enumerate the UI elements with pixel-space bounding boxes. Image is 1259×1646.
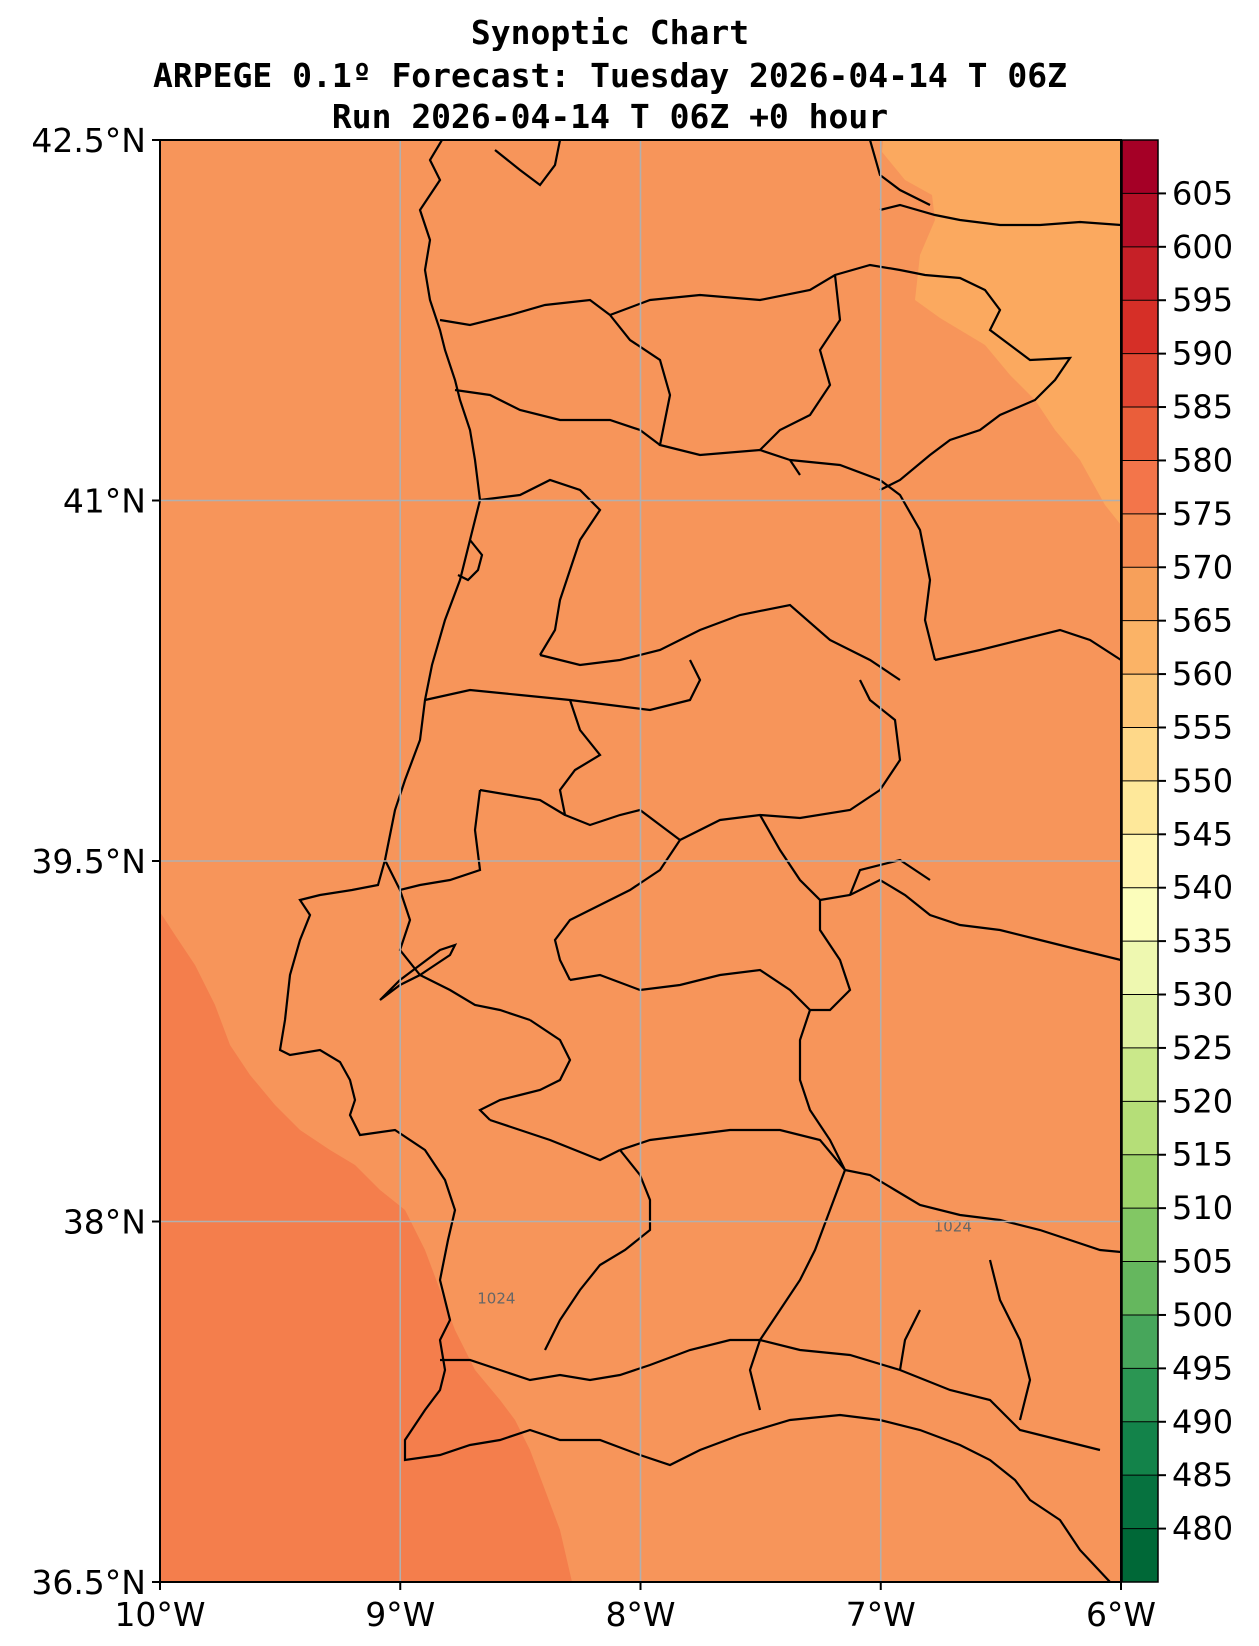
contour-label: 1024 — [477, 1290, 515, 1308]
colorbar-band — [1122, 1261, 1158, 1316]
colorbar-tick-label: 550 — [1172, 762, 1233, 800]
colorbar-band — [1122, 780, 1158, 835]
colorbar-tick-label: 510 — [1172, 1189, 1233, 1227]
lon-tick-label: 8°W — [605, 1595, 675, 1634]
colorbar-band — [1122, 834, 1158, 889]
colorbar-tick-label: 530 — [1172, 976, 1233, 1014]
colorbar-tick-label: 590 — [1172, 335, 1233, 373]
colorbar-tick-label: 585 — [1172, 388, 1233, 426]
lon-tick-label: 7°W — [846, 1595, 916, 1634]
colorbar-band — [1122, 727, 1158, 782]
colorbar-band — [1122, 941, 1158, 996]
colorbar-band — [1122, 246, 1158, 301]
colorbar-band — [1122, 460, 1158, 515]
colorbar-tick-label: 480 — [1172, 1510, 1233, 1548]
colorbar-band — [1122, 1368, 1158, 1423]
colorbar-tick-label: 580 — [1172, 441, 1233, 479]
colorbar-band — [1122, 674, 1158, 728]
colorbar-band — [1122, 1528, 1158, 1583]
colorbar-band — [1122, 300, 1158, 355]
colorbar-tick-label: 515 — [1172, 1136, 1233, 1174]
colorbar-band — [1122, 513, 1158, 568]
colorbar-tick-label: 560 — [1172, 655, 1233, 693]
lat-tick-label: 36.5°N — [31, 1563, 146, 1602]
colorbar-tick-label: 500 — [1172, 1296, 1233, 1334]
field-ne-lobe — [882, 140, 1121, 525]
colorbar-band — [1122, 1101, 1158, 1156]
colorbar-tick-label: 525 — [1172, 1029, 1233, 1067]
colorbar-tick-label: 575 — [1172, 495, 1233, 533]
colorbar-tick-label: 485 — [1172, 1456, 1233, 1494]
map-area: 1024 1024 — [159, 139, 1122, 1583]
field-sw-lobe — [160, 912, 572, 1582]
colorbar-band — [1122, 1475, 1158, 1530]
lat-tick-label: 39.5°N — [31, 842, 146, 881]
colorbar-band — [1122, 887, 1158, 942]
colorbar-tick-label: 495 — [1172, 1349, 1233, 1387]
chart-title-line2: ARPEGE 0.1º Forecast: Tuesday 2026-04-14… — [153, 56, 1067, 95]
latitude-axis: 42.5°N 41°N 39.5°N 38°N 36.5°N — [31, 121, 160, 1602]
colorbar-band — [1122, 1154, 1158, 1209]
colorbar-tick-label: 540 — [1172, 869, 1233, 907]
colorbar-tick-label: 535 — [1172, 922, 1233, 960]
lat-tick-label: 38°N — [63, 1203, 146, 1242]
colorbar-band — [1122, 1314, 1158, 1369]
colorbar-tick-label: 505 — [1172, 1243, 1233, 1281]
atlantic-coastline — [278, 140, 1111, 1582]
lat-tick-label: 42.5°N — [31, 121, 146, 160]
colorbar-band — [1122, 1421, 1158, 1476]
colorbar-band — [1122, 353, 1158, 408]
colorbar-band — [1122, 620, 1158, 675]
chart-title-line3: Run 2026-04-14 T 06Z +0 hour — [332, 97, 888, 136]
gridlines — [160, 140, 1121, 1582]
lon-tick-label: 9°W — [365, 1595, 435, 1634]
colorbar-band — [1122, 407, 1158, 461]
colorbar-band — [1122, 994, 1158, 1049]
colorbar-tick-label: 570 — [1172, 548, 1233, 586]
colorbar-tick-label: 595 — [1172, 281, 1233, 319]
colorbar-band — [1122, 1208, 1158, 1263]
colorbar: 605 600 595 590 585 580 575 570 565 560 555 550 545 5… — [1121, 139, 1233, 1583]
colorbar-tick-label: 520 — [1172, 1082, 1233, 1120]
colorbar-band — [1122, 140, 1158, 194]
colorbar-band — [1122, 567, 1158, 622]
lat-tick-label: 41°N — [63, 482, 146, 521]
longitude-axis: 10°W 9°W 8°W 7°W 6°W — [114, 1582, 1156, 1634]
contour-label: 1024 — [934, 1218, 972, 1236]
colorbar-tick-label: 605 — [1172, 174, 1233, 212]
colorbar-tick-label: 545 — [1172, 815, 1233, 853]
colorbar-tick-label: 565 — [1172, 602, 1233, 640]
lon-tick-label: 10°W — [114, 1595, 205, 1634]
lon-tick-label: 6°W — [1086, 1595, 1156, 1634]
colorbar-band — [1122, 193, 1158, 248]
colorbar-frame — [1121, 139, 1159, 1583]
colorbar-tick-label: 490 — [1172, 1403, 1233, 1441]
chart-title-line1: Synoptic Chart — [471, 13, 749, 52]
colorbar-tick-label: 600 — [1172, 228, 1233, 266]
colorbar-tick-label: 555 — [1172, 708, 1233, 746]
colorbar-band — [1122, 1047, 1158, 1102]
